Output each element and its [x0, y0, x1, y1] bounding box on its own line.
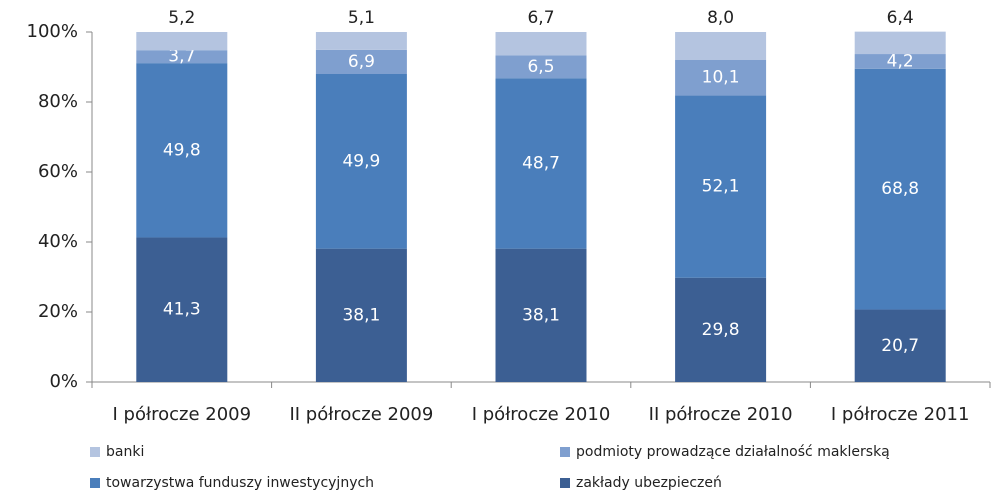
- bar-segment: [136, 63, 228, 238]
- value-label: 38,1: [342, 305, 380, 325]
- bar-segment: [854, 31, 946, 55]
- bar-segment: [854, 54, 946, 69]
- legend-swatch: [90, 447, 100, 457]
- value-label: 6,5: [527, 57, 554, 77]
- legend-swatch: [560, 447, 570, 457]
- y-tick-label: 40%: [38, 231, 78, 252]
- bar-segment: [136, 50, 228, 64]
- value-label: 6,4: [887, 8, 914, 28]
- value-label: 29,8: [702, 320, 740, 340]
- y-tick-label: 80%: [38, 91, 78, 112]
- y-tick-label: 100%: [27, 21, 78, 42]
- bar-segment: [854, 309, 946, 382]
- value-label: 3,7: [168, 47, 195, 67]
- value-label: 49,9: [342, 151, 380, 171]
- value-label: 38,1: [522, 305, 560, 325]
- bar-segment: [854, 68, 946, 310]
- y-tick-label: 0%: [49, 371, 78, 392]
- bar-segment: [315, 248, 407, 382]
- value-label: 4,2: [887, 51, 914, 71]
- bar-segment: [136, 237, 228, 382]
- bar-segment: [315, 49, 407, 74]
- bar-segment: [315, 32, 407, 50]
- legend-label: podmioty prowadzące działalność maklersk…: [576, 444, 890, 460]
- bar-segment: [675, 95, 767, 278]
- x-tick-label: II półrocze 2009: [289, 404, 433, 425]
- value-label: 41,3: [163, 300, 201, 320]
- bar-segment: [495, 78, 587, 249]
- legend-label: banki: [106, 444, 144, 460]
- value-label: 10,1: [702, 68, 740, 88]
- x-tick-label: II półrocze 2010: [649, 404, 793, 425]
- value-label: 8,0: [707, 8, 734, 28]
- bar-segment: [315, 74, 407, 249]
- value-label: 49,8: [163, 140, 201, 160]
- value-label: 48,7: [522, 153, 560, 173]
- legend-label: towarzystwa funduszy inwestycyjnych: [106, 475, 374, 491]
- x-tick-label: I półrocze 2011: [831, 404, 970, 425]
- legend-swatch: [560, 478, 570, 488]
- bar-segment: [675, 60, 767, 96]
- value-label: 20,7: [881, 336, 919, 356]
- x-tick-label: I półrocze 2010: [472, 404, 611, 425]
- value-label: 6,7: [527, 8, 554, 28]
- value-label: 6,9: [348, 52, 375, 72]
- legend-swatch: [90, 478, 100, 488]
- value-label: 52,1: [702, 177, 740, 197]
- bar-segment: [136, 32, 228, 51]
- bar-segment: [675, 277, 767, 382]
- value-label: 5,1: [348, 8, 375, 28]
- bar-segment: [495, 248, 587, 382]
- y-tick-label: 20%: [38, 301, 78, 322]
- bar-segment: [675, 32, 767, 60]
- bar-segment: [495, 55, 587, 79]
- x-tick-label: I półrocze 2009: [113, 404, 252, 425]
- bar-segment: [495, 32, 587, 56]
- value-label: 68,8: [881, 179, 919, 199]
- legend-label: zakłady ubezpieczeń: [576, 475, 722, 491]
- y-tick-label: 60%: [38, 161, 78, 182]
- value-label: 5,2: [168, 8, 195, 28]
